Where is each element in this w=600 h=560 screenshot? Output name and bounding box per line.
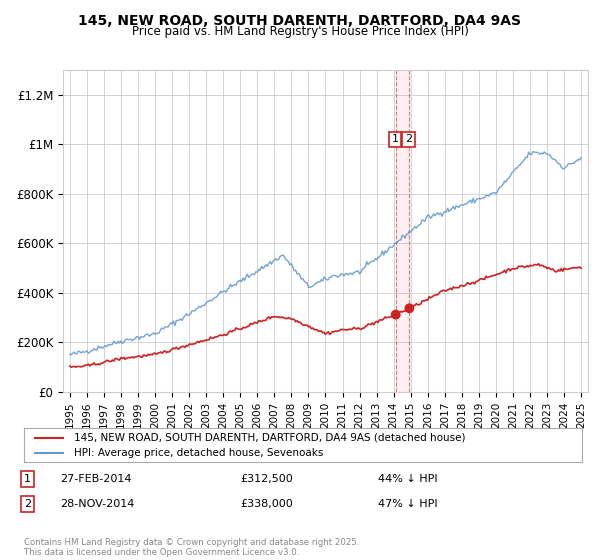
Text: 44% ↓ HPI: 44% ↓ HPI: [378, 474, 437, 484]
Text: 1: 1: [24, 474, 31, 484]
Text: Contains HM Land Registry data © Crown copyright and database right 2025.
This d: Contains HM Land Registry data © Crown c…: [24, 538, 359, 557]
Text: 145, NEW ROAD, SOUTH DARENTH, DARTFORD, DA4 9AS (detached house): 145, NEW ROAD, SOUTH DARENTH, DARTFORD, …: [74, 433, 466, 443]
Point: [404, 304, 414, 312]
Text: Price paid vs. HM Land Registry's House Price Index (HPI): Price paid vs. HM Land Registry's House …: [131, 25, 469, 38]
Point: [391, 310, 401, 319]
Text: 27-FEB-2014: 27-FEB-2014: [60, 474, 131, 484]
Text: £338,000: £338,000: [240, 499, 293, 509]
Bar: [396, 70, 409, 392]
Text: 145, NEW ROAD, SOUTH DARENTH, DARTFORD, DA4 9AS: 145, NEW ROAD, SOUTH DARENTH, DARTFORD, …: [79, 14, 521, 28]
Text: £312,500: £312,500: [240, 474, 293, 484]
Text: 2: 2: [405, 134, 412, 144]
Text: HPI: Average price, detached house, Sevenoaks: HPI: Average price, detached house, Seve…: [74, 447, 323, 458]
Text: 1: 1: [391, 134, 398, 144]
Text: 2: 2: [24, 499, 31, 509]
Text: 28-NOV-2014: 28-NOV-2014: [60, 499, 134, 509]
Text: 47% ↓ HPI: 47% ↓ HPI: [378, 499, 437, 509]
